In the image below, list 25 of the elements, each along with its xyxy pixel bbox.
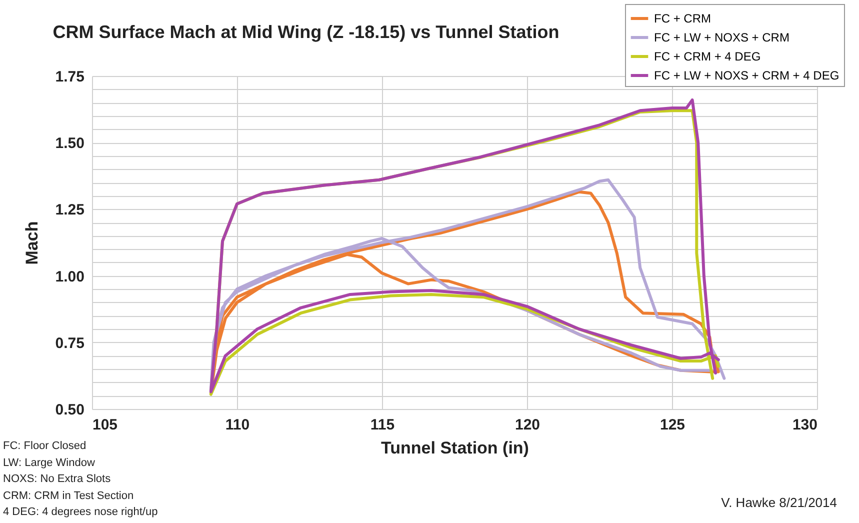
legend-label: FC + LW + NOXS + CRM xyxy=(654,30,790,44)
x-axis-title: Tunnel Station (in) xyxy=(381,438,529,458)
x-tick-label: 110 xyxy=(225,416,250,434)
x-tick-label: 115 xyxy=(370,416,395,434)
text: LW: Large Window xyxy=(3,456,96,470)
text: V. Hawke 8/21/2014 xyxy=(721,495,837,510)
legend-label: FC + CRM + 4 DEG xyxy=(654,50,761,64)
legend-label: FC + CRM xyxy=(654,12,712,26)
x-tick-label: 130 xyxy=(792,416,818,434)
y-tick-label: 1.25 xyxy=(55,202,84,219)
y-tick-label: 0.50 xyxy=(55,402,84,418)
x-tick-label: 120 xyxy=(514,416,540,434)
text: 4 DEG: 4 degrees nose right/up xyxy=(3,505,158,520)
y-axis-title: Mach xyxy=(22,221,42,265)
y-tick-label: 1.00 xyxy=(55,268,84,286)
text: CRM: CRM in Test Section xyxy=(3,488,135,504)
y-tick-label: 0.75 xyxy=(55,334,84,352)
text: NOXS: No Extra Slots xyxy=(3,472,112,487)
chart-title: CRM Surface Mach at Mid Wing (Z -18.15) vs Tunnel Station xyxy=(52,22,560,43)
text: FC: Floor Closed xyxy=(3,439,88,454)
y-tick-label: 1.50 xyxy=(55,135,84,152)
x-tick-label: 105 xyxy=(92,416,118,434)
y-tick-label: 1.75 xyxy=(55,68,84,86)
legend-label: FC + LW + NOXS + CRM + 4 DEG xyxy=(654,68,840,82)
x-tick-label: 125 xyxy=(660,416,686,434)
